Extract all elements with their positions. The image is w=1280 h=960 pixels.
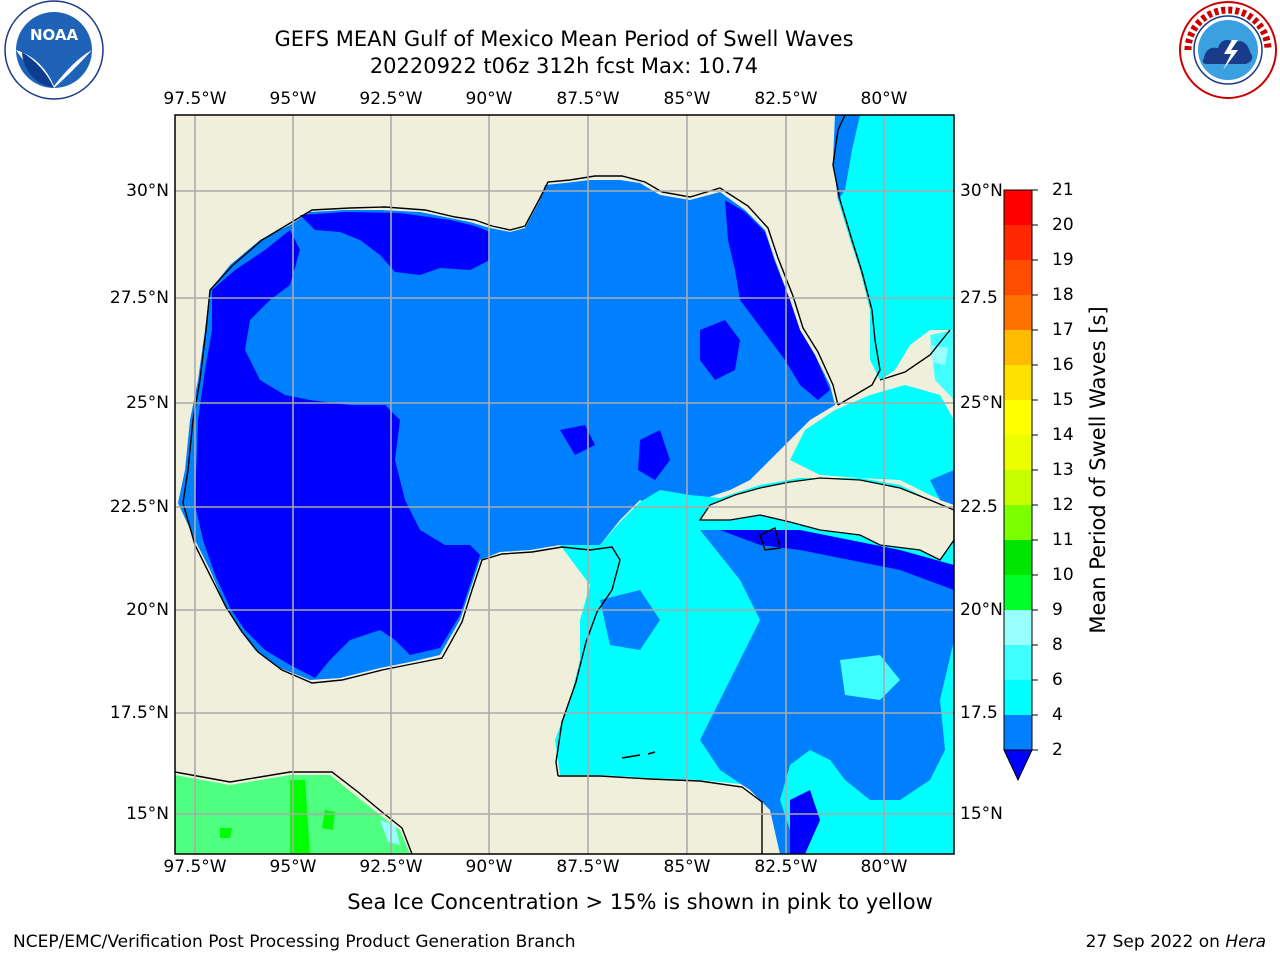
gulf-east-low-region (725, 200, 830, 400)
colorbar-tick-label: 21 (1052, 180, 1074, 200)
noaa-logo-text: NOAA (30, 26, 79, 44)
lon-tick-bottom: 90°W (465, 857, 513, 877)
lon-tick-top: 97.5°W (163, 89, 227, 109)
footer-date-text: 27 Sep 2022 on (1085, 932, 1220, 952)
gulf-west-low-region (195, 230, 480, 678)
footer-credit: NCEP/EMC/Verification Post Processing Pr… (13, 932, 576, 952)
colorbar-tick-label: 13 (1052, 460, 1074, 480)
map-frame (174, 114, 955, 855)
lat-tick-left: 20°N (126, 600, 169, 620)
colorbar-tick-label: 20 (1052, 215, 1074, 235)
colorbar-tick-label: 16 (1052, 355, 1074, 375)
colorbar-tick-label: 4 (1052, 705, 1063, 725)
lon-tick-bottom: 87.5°W (556, 857, 620, 877)
lon-tick-top: 90°W (465, 89, 513, 109)
lon-tick-top: 87.5°W (556, 89, 620, 109)
lat-tick-left: 15°N (126, 804, 169, 824)
lon-tick-top: 80°W (860, 89, 908, 109)
coastline-florida (832, 115, 881, 406)
colorbar-segment (1004, 645, 1032, 681)
gulf-north-low-region (300, 212, 490, 275)
caribbean-deep-region (700, 530, 954, 854)
colorbar-segment (1004, 540, 1032, 576)
colorbar-segment (1004, 295, 1032, 331)
colorbar-tick-label: 10 (1052, 565, 1074, 585)
lat-tick-right: 22.5 (960, 497, 998, 517)
colorbar-tick-label: 2 (1052, 740, 1063, 760)
colorbar-tick-label: 15 (1052, 390, 1074, 410)
colorbar-tick-label: 9 (1052, 600, 1063, 620)
colorbar-tick-label: 19 (1052, 250, 1074, 270)
coastline-pacific (175, 771, 413, 854)
lon-tick-bottom: 97.5°W (163, 857, 227, 877)
lon-tick-top: 82.5°W (754, 89, 818, 109)
lat-tick-right: 17.5 (960, 703, 998, 723)
colorbar-tick-label: 12 (1052, 495, 1074, 515)
lon-tick-top: 95°W (269, 89, 317, 109)
lon-tick-bottom: 95°W (269, 857, 317, 877)
colorbar-segment (1004, 470, 1032, 506)
lat-tick-left: 30°N (126, 181, 169, 201)
atlantic-swell-region (835, 115, 954, 380)
colorbar-segment (1004, 575, 1032, 611)
coastline-gulf (182, 175, 839, 504)
lat-tick-right: 30°N (960, 181, 1003, 201)
colorbar-label: Mean Period of Swell Waves [s] (1086, 306, 1110, 634)
colorbar-tick-label: 17 (1052, 320, 1074, 340)
noaa-logo: NOAA (4, 0, 104, 100)
lon-tick-bottom: 92.5°W (359, 857, 423, 877)
lon-tick-bottom: 82.5°W (754, 857, 818, 877)
footer-machine: Hera (1225, 932, 1266, 952)
lat-tick-right: 20°N (960, 600, 1003, 620)
colorbar-segment (1004, 260, 1032, 296)
lat-tick-right: 15°N (960, 804, 1003, 824)
chart-title: GEFS MEAN Gulf of Mexico Mean Period of … (274, 27, 854, 51)
map-grid (175, 115, 954, 854)
nws-logo (1179, 1, 1277, 99)
colorbar-segment (1004, 225, 1032, 261)
lat-tick-left: 17.5°N (109, 703, 169, 723)
lon-tick-bottom: 85°W (663, 857, 711, 877)
colorbar-tick-label: 14 (1052, 425, 1074, 445)
colorbar (1003, 189, 1038, 782)
lon-tick-top: 85°W (663, 89, 711, 109)
colorbar-segment (1004, 435, 1032, 471)
lat-tick-left: 27.5°N (109, 288, 169, 308)
colorbar-tick-label: 18 (1052, 285, 1074, 305)
colorbar-segment (1004, 680, 1032, 716)
colorbar-segment (1004, 365, 1032, 401)
lon-tick-bottom: 80°W (860, 857, 908, 877)
colorbar-extend-arrow (1003, 749, 1033, 782)
colorbar-segment (1004, 715, 1032, 751)
colorbar-segment (1004, 505, 1032, 541)
colorbar-segment (1004, 330, 1032, 366)
colorbar-tick-label: 8 (1052, 635, 1063, 655)
colorbar-segment (1004, 400, 1032, 436)
colorbar-tick-label: 6 (1052, 670, 1063, 690)
sea-ice-note: Sea Ice Concentration > 15% is shown in … (347, 890, 933, 914)
lat-tick-right: 25°N (960, 393, 1003, 413)
coastline-central-america (558, 775, 763, 854)
lon-tick-top: 92.5°W (359, 89, 423, 109)
coastline-mexico (182, 502, 621, 777)
lat-tick-left: 22.5°N (109, 497, 169, 517)
lat-tick-left: 25°N (126, 393, 169, 413)
colorbar-segment (1004, 190, 1032, 226)
lat-tick-right: 27.5 (960, 288, 998, 308)
cuba-land (698, 477, 954, 561)
colorbar-tick-label: 11 (1052, 530, 1074, 550)
footer-date: 27 Sep 2022 on Hera (1086, 932, 1266, 952)
colorbar-segment (1004, 610, 1032, 646)
chart-subtitle: 20220922 t06z 312h fcst Max: 10.74 (369, 54, 759, 78)
